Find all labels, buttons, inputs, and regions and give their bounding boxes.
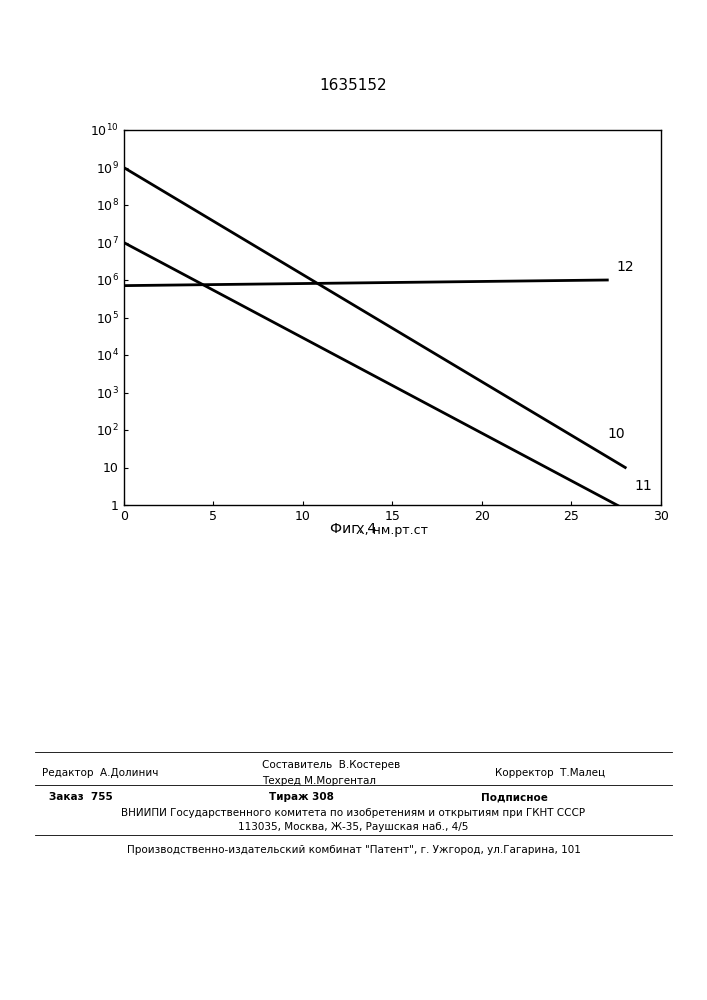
Text: Корректор  Т.Малец: Корректор Т.Малец <box>495 768 605 778</box>
X-axis label: X, нм.рт.ст: X, нм.рт.ст <box>356 524 428 537</box>
Text: Подписное: Подписное <box>481 792 548 802</box>
Text: Редактор  А.Долинич: Редактор А.Долинич <box>42 768 159 778</box>
Text: Производственно-издательский комбинат "Патент", г. Ужгород, ул.Гагарина, 101: Производственно-издательский комбинат "П… <box>127 845 580 855</box>
Text: Тираж 308: Тираж 308 <box>269 792 334 802</box>
Text: Заказ  755: Заказ 755 <box>49 792 113 802</box>
Text: 12: 12 <box>617 260 634 274</box>
Text: 113035, Москва, Ж-35, Раушская наб., 4/5: 113035, Москва, Ж-35, Раушская наб., 4/5 <box>238 822 469 832</box>
Text: 10: 10 <box>607 427 625 441</box>
Text: Фиг. 4: Фиг. 4 <box>330 522 377 536</box>
Text: ВНИИПИ Государственного комитета по изобретениям и открытиям при ГКНТ СССР: ВНИИПИ Государственного комитета по изоб… <box>122 808 585 818</box>
Text: 1635152: 1635152 <box>320 78 387 93</box>
Text: Техред М.Моргентал: Техред М.Моргентал <box>262 776 375 786</box>
Text: 11: 11 <box>634 479 652 493</box>
Text: Составитель  В.Костерев: Составитель В.Костерев <box>262 760 400 770</box>
